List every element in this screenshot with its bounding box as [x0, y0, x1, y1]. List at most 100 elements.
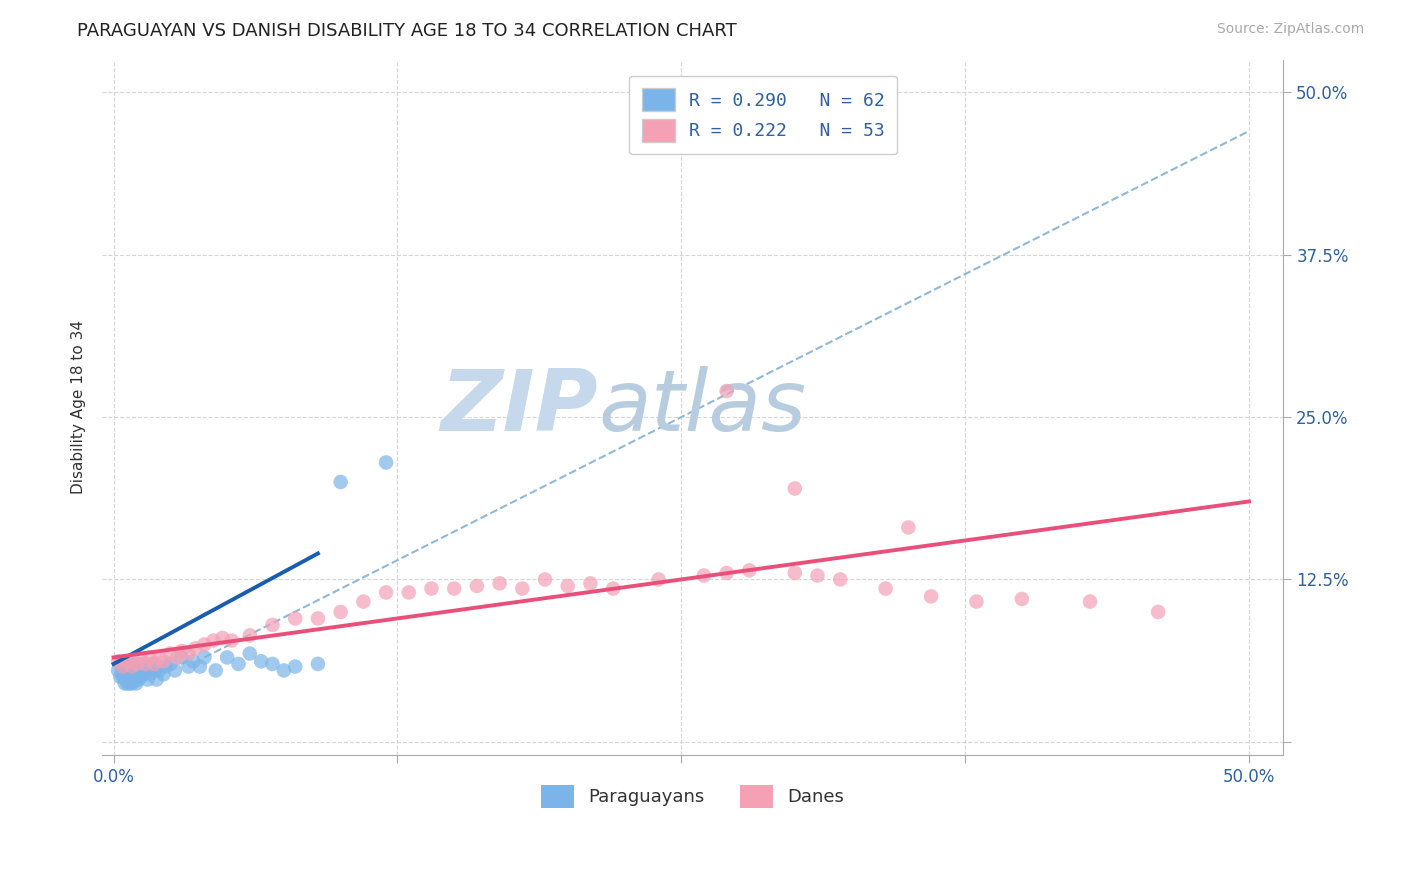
Text: PARAGUAYAN VS DANISH DISABILITY AGE 18 TO 34 CORRELATION CHART: PARAGUAYAN VS DANISH DISABILITY AGE 18 T… [77, 22, 737, 40]
Point [170, 644, 193, 658]
Point [897, 520, 920, 534]
Point [262, 618, 284, 632]
Point [329, 605, 352, 619]
Point [920, 590, 942, 604]
Point [129, 659, 152, 673]
Point [204, 664, 226, 678]
Point [148, 664, 170, 678]
Point [1011, 591, 1033, 606]
Point [443, 582, 465, 596]
Point [136, 659, 159, 673]
Point [875, 582, 897, 596]
Point [202, 633, 225, 648]
Point [129, 670, 152, 684]
Point [221, 633, 243, 648]
Point [118, 659, 141, 673]
Point [177, 647, 200, 661]
Point [141, 657, 163, 671]
Point [121, 676, 143, 690]
Point [152, 654, 174, 668]
Point [239, 628, 262, 642]
Point [284, 659, 307, 673]
Point [111, 659, 134, 673]
Y-axis label: Disability Age 18 to 34: Disability Age 18 to 34 [72, 320, 86, 494]
Point [965, 594, 987, 608]
Point [115, 670, 138, 684]
Point [111, 657, 134, 671]
Point [121, 670, 143, 684]
Point [125, 676, 148, 690]
Point [128, 673, 150, 687]
Point [602, 582, 624, 596]
Point [129, 650, 152, 665]
Point [118, 667, 141, 681]
Point [239, 647, 262, 661]
Point [693, 568, 716, 582]
Point [510, 582, 533, 596]
Point [115, 659, 138, 673]
Point [125, 670, 148, 684]
Point [148, 650, 170, 665]
Point [159, 647, 181, 661]
Point [193, 637, 215, 651]
Point [170, 650, 193, 665]
Point [375, 455, 398, 469]
Point [128, 664, 150, 678]
Point [329, 475, 352, 489]
Point [830, 573, 852, 587]
Point [118, 673, 141, 687]
Point [114, 676, 136, 690]
Point [1078, 594, 1101, 608]
Point [647, 573, 669, 587]
Point [716, 384, 738, 398]
Point [115, 664, 138, 678]
Point [465, 579, 488, 593]
Point [193, 650, 215, 665]
Legend: Paraguayans, Danes: Paraguayans, Danes [534, 778, 852, 815]
Point [122, 659, 145, 673]
Point [284, 611, 307, 625]
Point [738, 563, 761, 577]
Point [143, 664, 166, 678]
Point [557, 579, 579, 593]
Point [420, 582, 443, 596]
Point [166, 650, 188, 665]
Point [177, 659, 200, 673]
Point [184, 641, 207, 656]
Point [145, 673, 167, 687]
Point [375, 585, 398, 599]
Point [121, 664, 143, 678]
Point [398, 585, 420, 599]
Point [228, 657, 250, 671]
Point [110, 657, 132, 671]
Point [114, 664, 136, 678]
Point [111, 664, 134, 678]
Text: ZIP: ZIP [440, 366, 598, 449]
Point [250, 654, 273, 668]
Point [534, 573, 557, 587]
Point [217, 650, 239, 665]
Point [783, 566, 806, 580]
Point [107, 654, 129, 668]
Point [1147, 605, 1170, 619]
Point [121, 659, 143, 673]
Point [273, 664, 295, 678]
Point [134, 657, 156, 671]
Point [188, 659, 211, 673]
Point [262, 657, 284, 671]
Point [211, 631, 233, 645]
Point [125, 657, 148, 671]
Point [111, 670, 134, 684]
Point [307, 657, 329, 671]
Text: atlas: atlas [598, 366, 806, 449]
Point [806, 568, 828, 582]
Point [107, 664, 129, 678]
Point [115, 654, 138, 668]
Point [136, 673, 159, 687]
Point [307, 611, 329, 625]
Point [783, 482, 806, 496]
Point [716, 566, 738, 580]
Point [139, 667, 162, 681]
Point [143, 657, 166, 671]
Point [132, 667, 155, 681]
